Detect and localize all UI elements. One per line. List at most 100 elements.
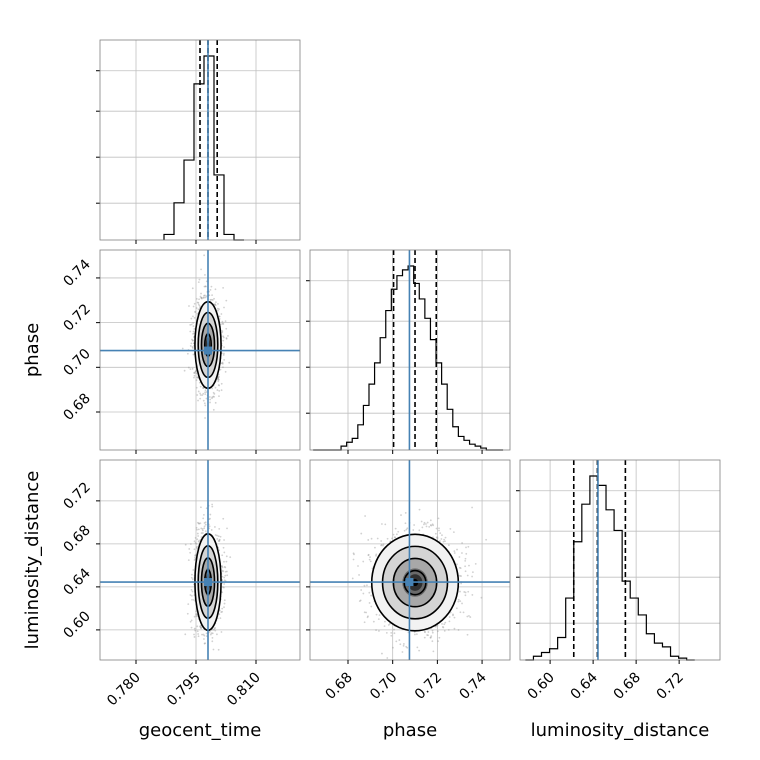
panel-geocent_time-vs-luminosity_distance-sample-point	[222, 586, 224, 588]
panel-geocent_time-vs-luminosity_distance-sample-point	[187, 559, 190, 562]
panel-phase-vs-luminosity_distance-sample-point	[444, 540, 446, 543]
panel-geocent_time-vs-luminosity_distance-sample-point	[200, 626, 202, 629]
panel-geocent_time-vs-phase-sample-point	[211, 397, 213, 400]
panel-phase-vs-luminosity_distance-sample-point	[398, 639, 401, 641]
panel-phase-vs-luminosity_distance-sample-point	[435, 527, 438, 530]
panel-geocent_time-vs-phase-sample-point	[214, 303, 217, 306]
panel-phase-vs-luminosity_distance-sample-point	[387, 624, 390, 626]
panel-geocent_time-vs-phase-sample-point	[213, 303, 216, 306]
panel-geocent_time-vs-phase-sample-point	[212, 395, 215, 398]
tick-label-geocent_time: 0.795	[164, 670, 204, 710]
panel-geocent_time-vs-luminosity_distance-sample-point	[221, 591, 224, 594]
panel-geocent_time-vs-luminosity_distance-sample-point	[194, 541, 197, 544]
panel-phase-vs-luminosity_distance-sample-point	[352, 558, 355, 561]
panel-geocent_time-vs-phase-sample-point	[192, 322, 194, 324]
tick-label-phase: 0.74	[457, 669, 490, 702]
panel-geocent_time-vs-luminosity_distance-sample-point	[213, 627, 216, 630]
panel-phase-vs-luminosity_distance-sample-point	[430, 524, 433, 527]
panel-geocent_time-vs-phase-sample-point	[219, 368, 222, 371]
panel-geocent_time-vs-phase-sample-point	[220, 389, 223, 392]
panel-geocent_time-vs-luminosity_distance-sample-point	[203, 522, 206, 524]
panel-geocent_time-vs-phase-sample-point	[199, 392, 201, 395]
panel-geocent_time-vs-phase-sample-point	[214, 288, 217, 291]
panel-geocent_time-vs-luminosity_distance-sample-point	[223, 560, 225, 563]
panel-geocent_time-vs-luminosity_distance-sample-point	[196, 521, 199, 524]
panel-geocent_time-vs-luminosity_distance-sample-point	[191, 578, 194, 581]
panel-geocent_time-vs-phase-sample-point	[221, 362, 223, 365]
panel-phase-vs-luminosity_distance-sample-point	[395, 640, 398, 643]
panel-phase-vs-luminosity_distance-sample-point	[359, 599, 362, 602]
panel-geocent_time-vs-luminosity_distance-sample-point	[208, 630, 211, 633]
panel-phase-vs-luminosity_distance-sample-point	[444, 536, 447, 539]
panel-geocent_time-vs-luminosity_distance-sample-point	[200, 627, 203, 630]
panel-phase-vs-luminosity_distance-sample-point	[466, 574, 469, 577]
panel-geocent_time-vs-luminosity_distance-sample-point	[193, 633, 195, 636]
panel-geocent_time-vs-phase-sample-point	[217, 384, 220, 386]
panel-phase-vs-luminosity_distance-sample-point	[358, 600, 361, 603]
panel-geocent_time-vs-phase-sample-point	[210, 285, 213, 288]
panel-geocent_time-vs-luminosity_distance-sample-point	[225, 555, 228, 558]
panel-phase-vs-luminosity_distance-sample-point	[467, 545, 470, 548]
panel-geocent_time-vs-luminosity_distance-sample-point	[223, 599, 226, 602]
panel-geocent_time-vs-luminosity_distance-sample-point	[191, 598, 193, 601]
panel-geocent_time-vs-phase-sample-point	[192, 332, 194, 335]
panel-phase-vs-luminosity_distance-sample-point	[447, 628, 450, 631]
panel-geocent_time-vs-phase-sample-point	[224, 370, 227, 373]
panel-phase-vs-luminosity_distance-sample-point	[392, 533, 395, 536]
panel-geocent_time-vs-luminosity_distance-sample-point	[220, 631, 223, 633]
panel-phase-vs-luminosity_distance-sample-point	[369, 556, 371, 558]
panel-phase-vs-luminosity_distance-sample-point	[402, 644, 405, 647]
panel-geocent_time-vs-luminosity_distance-sample-point	[193, 627, 196, 630]
panel-geocent_time-vs-phase-sample-point	[201, 297, 203, 300]
panel-geocent_time-vs-phase-sample-point	[196, 394, 199, 396]
panel-geocent_time-vs-phase-sample-point	[204, 285, 207, 288]
panel-phase-vs-luminosity_distance-sample-point	[380, 544, 383, 547]
panel-geocent_time-vs-phase-sample-point	[189, 330, 192, 333]
panel-geocent_time-vs-phase-sample-point	[213, 395, 215, 398]
panel-phase-vs-luminosity_distance-truth-marker	[405, 578, 414, 587]
tick-label-phase: 0.70	[60, 346, 93, 379]
ylabel-luminosity_distance: luminosity_distance	[22, 471, 43, 650]
panel-geocent_time-vs-phase-sample-point	[205, 295, 208, 298]
panel-phase-vs-luminosity_distance-sample-point	[466, 615, 469, 618]
panel-geocent_time-vs-luminosity_distance-sample-point	[211, 640, 214, 643]
panel-geocent_time-vs-phase-sample-point	[214, 301, 217, 304]
panel-geocent_time-vs-phase-sample-point	[217, 380, 220, 383]
panel-geocent_time-vs-phase-sample-point	[218, 308, 220, 311]
panel-phase-vs-luminosity_distance-sample-point	[377, 618, 380, 621]
panel-phase-vs-luminosity_distance-sample-point	[438, 529, 440, 532]
panel-phase-vs-luminosity_distance-sample-point	[425, 523, 427, 525]
panel-geocent_time-vs-phase-sample-point	[189, 345, 192, 347]
panel-geocent_time-vs-phase-sample-point	[197, 308, 200, 311]
panel-phase-vs-luminosity_distance-sample-point	[424, 631, 426, 634]
panel-phase-vs-luminosity_distance-sample-point	[365, 611, 368, 614]
panel-geocent_time-vs-phase-sample-point	[218, 375, 220, 378]
panel-geocent_time-vs-luminosity_distance-sample-point	[186, 612, 189, 615]
panel-geocent_time-vs-phase-sample-point	[223, 346, 225, 348]
panel-geocent_time-vs-luminosity_distance-sample-point	[197, 528, 200, 531]
panel-phase-vs-luminosity_distance-sample-point	[375, 629, 377, 631]
panel-phase-vs-luminosity_distance-sample-point	[435, 536, 438, 539]
panel-geocent_time-vs-phase-sample-point	[192, 305, 195, 308]
panel-phase-vs-luminosity_distance-sample-point	[390, 631, 393, 634]
panel-phase-vs-luminosity_distance-sample-point	[466, 633, 469, 636]
panel-phase-vs-luminosity_distance-sample-point	[423, 523, 425, 526]
panel-phase-vs-luminosity_distance-sample-point	[413, 524, 416, 526]
panel-geocent_time-vs-luminosity_distance-sample-point	[218, 613, 221, 616]
panel-phase-vs-luminosity_distance-sample-point	[395, 533, 398, 536]
panel-geocent_time-vs-luminosity_distance-sample-point	[189, 620, 192, 623]
panel-phase-vs-luminosity_distance-sample-point	[457, 600, 460, 603]
panel-geocent_time-vs-luminosity_distance-sample-point	[193, 559, 196, 561]
panel-phase-vs-luminosity_distance-sample-point	[418, 529, 421, 532]
panel-geocent_time-vs-phase-sample-point	[195, 297, 198, 300]
panel-geocent_time-vs-luminosity_distance-sample-point	[221, 569, 224, 572]
panel-phase-vs-luminosity_distance-sample-point	[427, 634, 429, 637]
panel-phase-vs-luminosity_distance-sample-point	[442, 626, 445, 629]
panel-phase-vs-luminosity_distance-sample-point	[453, 616, 456, 619]
panel-geocent_time-vs-phase-sample-point	[222, 339, 225, 342]
panel-geocent_time-vs-luminosity_distance-sample-point	[216, 534, 218, 537]
panel-geocent_time-vs-phase-sample-point	[191, 287, 194, 290]
panel-geocent_time-vs-luminosity_distance-sample-point	[204, 642, 206, 645]
panel-geocent_time-vs-phase-sample-point	[210, 298, 213, 301]
panel-geocent_time-vs-phase-sample-point	[218, 315, 221, 318]
